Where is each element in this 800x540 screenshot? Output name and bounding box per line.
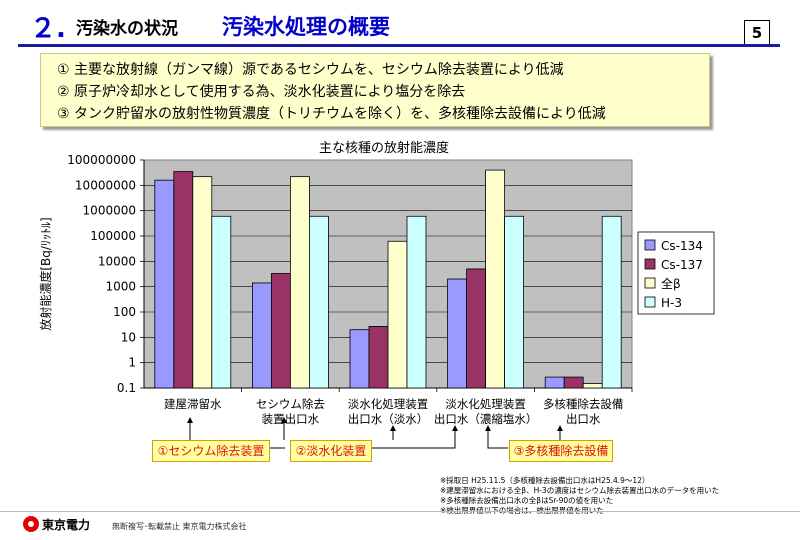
bar-Cs-134	[349, 329, 370, 389]
bars	[154, 169, 622, 389]
x-category-label: セシウム除去	[256, 397, 325, 411]
summary-box: ① 主要な放射線（ガンマ線）源であるセシウムを、セシウム除去装置により低減 ② …	[40, 53, 710, 127]
y-tick-label: 1	[128, 356, 136, 370]
bar-H-3	[504, 215, 525, 389]
footer-divider	[0, 511, 800, 512]
section-number: ２.	[30, 14, 66, 44]
bar-H-3	[211, 215, 232, 389]
summary-item-3: ③ タンク貯留水の放射性物質濃度（トリチウムを除く）を、多核種除去設備により低減	[57, 106, 606, 122]
notes: ※採取日 H25.11.5（多核種除去設備出口水はH25.4.9〜12） ※建屋…	[440, 476, 719, 516]
x-category-label: 出口水（淡水）	[348, 412, 429, 426]
legend-label: Cs-134	[661, 239, 703, 253]
x-category-label: 出口水	[566, 412, 601, 426]
y-axis-label: 放射能濃度[Bq/ﾘｯﾄﾙ]	[38, 217, 53, 330]
callout-cesium-removal: ①セシウム除去装置	[152, 440, 270, 462]
y-tick-label: 1000000	[83, 204, 136, 218]
title-bar: ２. 汚染水の状況 汚染水処理の概要 5	[0, 0, 800, 46]
page-number: 5	[744, 20, 770, 46]
chart-title: 主な核種の放射能濃度	[319, 140, 449, 156]
legend-label: Cs-137	[661, 258, 703, 272]
x-axis-labels: 建屋滞留水 セシウム除去装置出口水淡水化処理装置出口水（淡水）淡水化処理装置出口水…	[164, 388, 633, 426]
note-4: ※検出限界値以下の場合は、検出限界値を用いた	[440, 506, 719, 516]
legend-swatch	[644, 239, 656, 251]
callout-alps: ③多核種除去設備	[509, 440, 613, 462]
x-category-label: 建屋滞留水	[164, 397, 222, 411]
page-title: 汚染水処理の概要	[222, 15, 390, 39]
legend-label: H-3	[661, 296, 682, 310]
bar-Cs-134	[544, 376, 565, 389]
title-underline	[18, 44, 780, 47]
y-tick-label: 100	[113, 305, 136, 319]
legend: Cs-134 Cs-137 全β H-3	[637, 231, 715, 315]
bar-Cs-137	[270, 273, 291, 389]
summary-item-1: ① 主要な放射線（ガンマ線）源であるセシウムを、セシウム除去装置により低減	[57, 62, 564, 78]
callout-desalination: ②淡水化装置	[290, 440, 372, 462]
y-tick-label: 10000000	[75, 178, 136, 192]
bar-Cs-137	[563, 376, 584, 389]
y-tick-label: 10000	[98, 254, 136, 268]
bar-H-3	[601, 215, 622, 389]
y-tick-label: 1000	[105, 280, 136, 294]
bar-Cs-134	[251, 282, 272, 389]
note-2: ※建屋滞留水における全β、H-3の濃度はセシウム除去装置出口水のデータを用いた	[440, 486, 720, 495]
y-tick-label: 100000000	[67, 153, 136, 167]
bar-Cs-134	[154, 179, 175, 389]
legend-swatch	[644, 277, 656, 289]
section-subtitle: 汚染水の状況	[76, 19, 178, 39]
note-3: ※多核種除去設備出口水の全βはSr-90の値を用いた	[440, 496, 614, 505]
x-category-label: 多核種除去設備	[543, 397, 624, 411]
callout-connectors	[187, 417, 563, 451]
note-1: ※採取日 H25.11.5（多核種除去設備出口水はH25.4.9〜12）	[440, 476, 650, 485]
bar-全β	[289, 176, 310, 389]
x-category-label: 淡水化処理装置	[445, 397, 526, 411]
bar-全β	[582, 383, 603, 389]
company-logo: 東京電力	[23, 516, 90, 532]
legend-label: 全β	[661, 276, 681, 291]
bar-全β	[387, 240, 408, 389]
x-category-label: 淡水化処理装置	[348, 397, 429, 411]
footer-copyright: 無断複写･転載禁止 東京電力株式会社	[112, 522, 247, 531]
summary-item-2: ② 原子炉冷却水として使用する為、淡水化装置により塩分を除去	[57, 84, 466, 100]
x-category-label: 装置出口水	[262, 412, 320, 426]
bar-全β	[192, 176, 213, 389]
y-tick-label: 100000	[90, 229, 136, 243]
bar-Cs-134	[447, 278, 468, 389]
bar-Cs-137	[173, 171, 194, 389]
concentration-chart: 主な核種の放射能濃度 0.1 1 10 100 1000 10000 100000 10000…	[38, 140, 715, 451]
bar-全β	[485, 169, 506, 389]
bar-H-3	[308, 215, 329, 389]
legend-swatch	[644, 296, 656, 308]
logo-text: 東京電力	[42, 517, 90, 532]
legend-swatch	[644, 258, 656, 270]
bar-Cs-137	[368, 326, 389, 389]
bar-H-3	[406, 215, 427, 389]
y-tick-label: 10	[121, 330, 136, 344]
y-tick-label: 0.1	[117, 381, 136, 395]
bar-Cs-137	[466, 268, 487, 389]
x-category-label: 出口水（濃縮塩水）	[434, 412, 538, 426]
